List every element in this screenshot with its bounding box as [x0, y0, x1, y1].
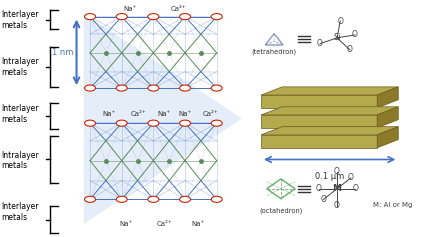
Polygon shape — [261, 115, 377, 128]
Text: Ca²⁺: Ca²⁺ — [203, 111, 218, 117]
Polygon shape — [261, 95, 377, 108]
Text: O: O — [317, 39, 323, 48]
Circle shape — [180, 14, 190, 20]
Polygon shape — [377, 87, 398, 108]
Text: Intralayer
metals: Intralayer metals — [1, 57, 39, 77]
Text: O: O — [348, 173, 354, 182]
Text: O: O — [352, 184, 358, 193]
Text: Ca²⁺: Ca²⁺ — [131, 111, 147, 117]
Circle shape — [211, 14, 222, 20]
Text: O: O — [352, 30, 358, 39]
Text: 0.1 μm: 0.1 μm — [315, 172, 344, 181]
Text: Na⁺: Na⁺ — [102, 111, 116, 117]
Circle shape — [85, 14, 96, 20]
Circle shape — [180, 196, 190, 202]
Circle shape — [116, 14, 127, 20]
Circle shape — [85, 196, 96, 202]
Polygon shape — [377, 107, 398, 128]
Text: Na⁺: Na⁺ — [191, 221, 204, 227]
Text: Interlayer
metals: Interlayer metals — [1, 10, 39, 30]
Text: 1 nm: 1 nm — [52, 48, 73, 57]
Text: Si: Si — [333, 33, 341, 42]
Text: O: O — [334, 167, 340, 176]
Text: Ca²⁺: Ca²⁺ — [171, 6, 187, 12]
Text: (tetrahedron): (tetrahedron) — [252, 48, 297, 55]
Polygon shape — [377, 127, 398, 148]
Circle shape — [148, 85, 159, 91]
Text: (octahedron): (octahedron) — [259, 208, 303, 214]
Text: O: O — [316, 184, 322, 193]
Polygon shape — [261, 127, 398, 135]
Text: Na⁺: Na⁺ — [178, 111, 192, 117]
Circle shape — [148, 14, 159, 20]
Text: Na⁺: Na⁺ — [124, 6, 137, 12]
Text: Interlayer
metals: Interlayer metals — [1, 104, 39, 123]
Circle shape — [211, 196, 222, 202]
Text: Ca²⁺: Ca²⁺ — [156, 221, 172, 227]
Circle shape — [116, 120, 127, 126]
Text: Na⁺: Na⁺ — [157, 111, 170, 117]
Circle shape — [116, 85, 127, 91]
Polygon shape — [261, 87, 398, 95]
Circle shape — [148, 196, 159, 202]
Text: Interlayer
metals: Interlayer metals — [1, 202, 39, 222]
Circle shape — [211, 85, 222, 91]
Circle shape — [85, 85, 96, 91]
Circle shape — [211, 120, 222, 126]
Text: Na⁺: Na⁺ — [119, 221, 133, 227]
Text: M: M — [332, 184, 342, 193]
Polygon shape — [261, 107, 398, 115]
Text: M: Al or Mg: M: Al or Mg — [373, 202, 412, 208]
Polygon shape — [84, 13, 242, 224]
Circle shape — [180, 120, 190, 126]
Circle shape — [148, 120, 159, 126]
Circle shape — [116, 196, 127, 202]
Text: O: O — [320, 195, 326, 204]
Text: O: O — [334, 201, 340, 210]
Text: O: O — [337, 17, 343, 26]
Text: O: O — [347, 45, 353, 54]
Polygon shape — [261, 135, 377, 148]
Circle shape — [180, 85, 190, 91]
Text: Intralayer
metals: Intralayer metals — [1, 151, 39, 170]
Circle shape — [85, 120, 96, 126]
